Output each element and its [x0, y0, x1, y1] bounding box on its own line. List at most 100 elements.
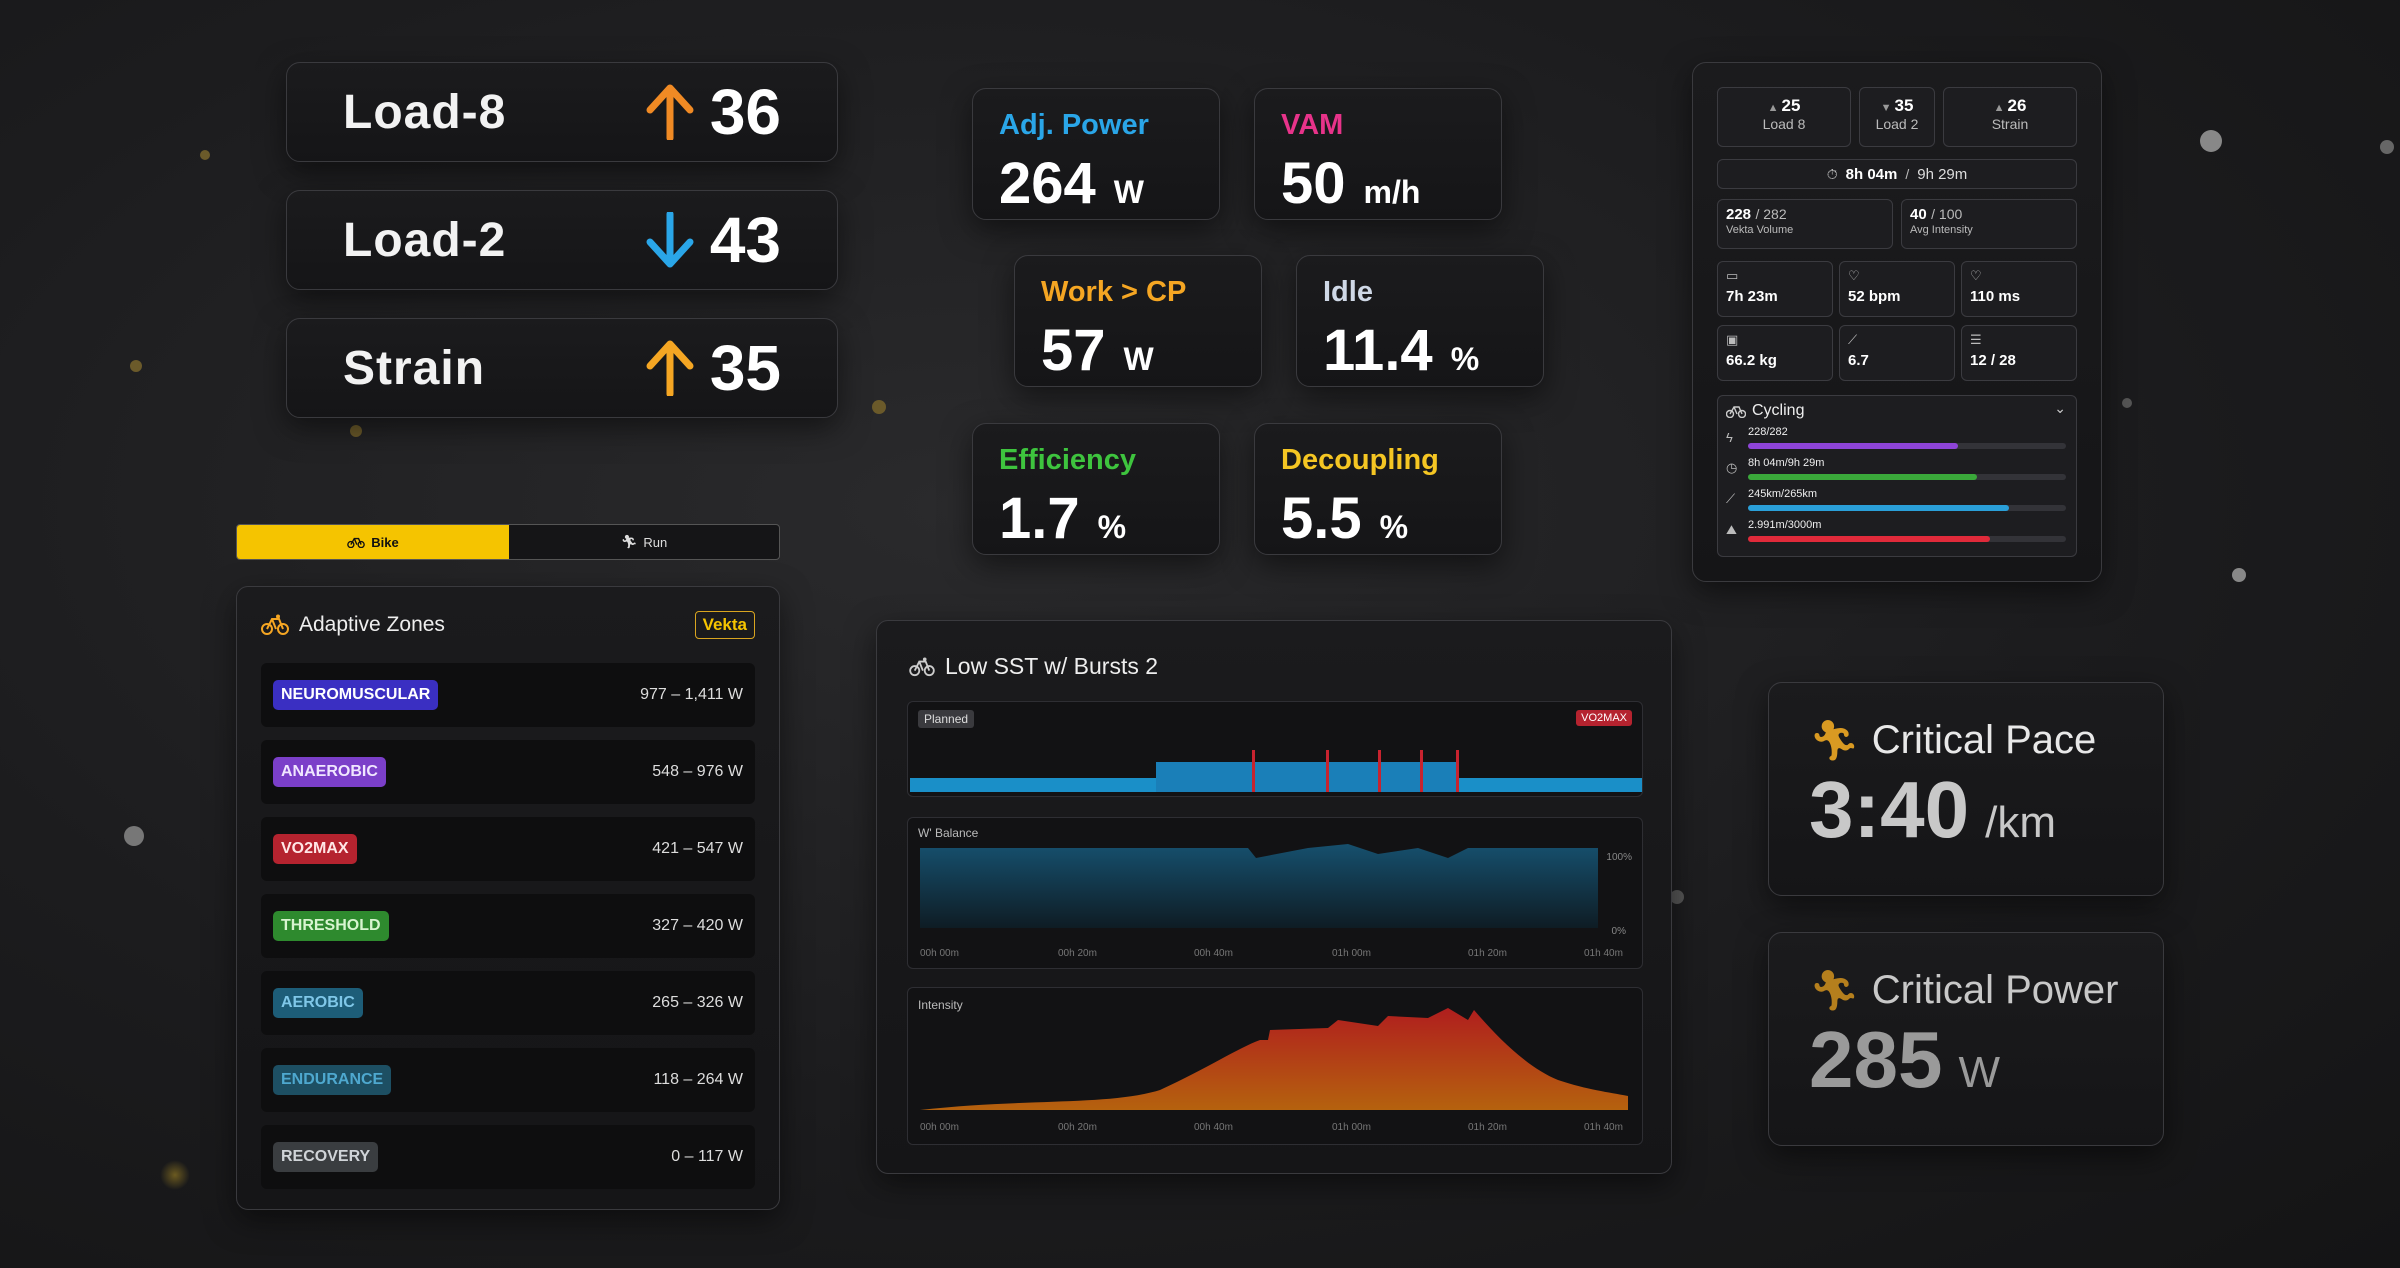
bike-toggle-button[interactable]: Bike: [237, 525, 509, 559]
metric-value: 57: [1041, 318, 1106, 383]
w-balance-label: W' Balance: [918, 826, 979, 840]
metric-unit: m/h: [1363, 174, 1421, 210]
arrow-up-icon: [646, 84, 694, 140]
load-8-label: Load-8: [343, 85, 507, 139]
summary-label: Load 8: [1762, 116, 1806, 132]
metric-unit: %: [1379, 509, 1409, 545]
time-tick: 01h 40m: [1584, 1122, 1623, 1133]
time-tick: 00h 40m: [1194, 948, 1233, 959]
zone-tag: NEUROMUSCULAR: [273, 680, 439, 710]
critical-power-card: 🏃︎ Critical Power 285 W: [1768, 932, 2164, 1146]
zone-range: 0 – 117 W: [671, 1148, 743, 1165]
critical-power-unit: W: [1958, 1048, 2001, 1097]
work-cp-card: Work > CP 57 W: [1014, 255, 1262, 387]
metric-label: Adj. Power: [999, 109, 1149, 141]
stat-value: 52 bpm: [1848, 288, 1901, 305]
summary-load-8: ▲ 25 Load 8: [1717, 87, 1851, 147]
trend-tile: ⟋ 6.7: [1839, 325, 1955, 381]
w-balance-area: [920, 844, 1598, 928]
metric-label: Idle: [1323, 276, 1373, 308]
sleep-tile: ▭ 7h 23m: [1717, 261, 1833, 317]
metric-label: Work > CP: [1041, 276, 1187, 308]
metric-unit: %: [1097, 509, 1127, 545]
progress-fill: [1748, 536, 1990, 542]
planned-intervals: [910, 750, 1642, 792]
arrow-up-icon: [646, 340, 694, 396]
progress-label: 2.991m/3000m: [1748, 519, 1822, 531]
decoupling-card: Decoupling 5.5%: [1254, 423, 1502, 555]
summary-strain: ▲ 26 Strain: [1943, 87, 2077, 147]
progress-label: 228/282: [1748, 426, 1788, 438]
summary-value: 26: [2007, 96, 2027, 115]
scale-icon: ▣: [1726, 332, 1739, 347]
checklist-icon: ☰: [1970, 332, 1982, 347]
metric-unit: W: [1123, 341, 1154, 377]
metric-value: 5.5: [1281, 486, 1362, 551]
zone-tag: AEROBIC: [273, 988, 363, 1018]
time-tick: 00h 00m: [920, 1122, 959, 1133]
bike-toggle-label: Bike: [371, 534, 399, 550]
time-tile: ⏱ 8h 04m / 9h 29m: [1717, 159, 2077, 189]
ruler-icon: ⟋: [1726, 491, 1736, 506]
w-balance-min: 0%: [1611, 926, 1626, 937]
mountain-icon: ⛰: [1726, 522, 1737, 537]
w-balance-chart: W' Balance 100% 0% 00h 00m 00h 20m 00h 4…: [907, 817, 1643, 969]
run-toggle-button[interactable]: 🏃︎ Run: [509, 525, 779, 559]
summary-label: Load 2: [1875, 116, 1919, 132]
sport-header[interactable]: Cycling: [1726, 402, 1804, 420]
workout-title: Low SST w/ Bursts 2: [945, 653, 1159, 679]
summary-label: Strain: [1991, 116, 2029, 132]
stat-value: 12 / 28: [1970, 352, 2016, 369]
stat-value: 7h 23m: [1726, 288, 1778, 305]
hrv-tile: ♡ 110 ms: [1961, 261, 2077, 317]
stopwatch-icon: ◷: [1726, 460, 1738, 475]
weight-tile: ▣ 66.2 kg: [1717, 325, 1833, 381]
adaptive-zones-card: Adaptive Zones Vekta NEUROMUSCULAR 977 – …: [236, 586, 780, 1210]
time-sep: /: [1905, 166, 1910, 182]
load-8-value: 36: [709, 76, 781, 148]
zone-row[interactable]: NEUROMUSCULAR 977 – 1,411 W: [261, 663, 755, 727]
critical-power-value: 285: [1809, 1015, 1943, 1104]
resting-hr-tile: ♡ 52 bpm: [1839, 261, 1955, 317]
critical-power-title: Critical Power: [1871, 968, 2119, 1012]
zone-row[interactable]: ENDURANCE 118 – 264 W: [261, 1048, 755, 1112]
run-toggle-label: Run: [643, 534, 668, 550]
zone-range: 327 – 420 W: [652, 917, 743, 934]
zone-row[interactable]: VO2MAX 421 – 547 W: [261, 817, 755, 881]
metric-label: VAM: [1281, 109, 1344, 141]
summary-load-2: ▼ 35 Load 2: [1859, 87, 1935, 147]
intensity-label: Avg Intensity: [1910, 224, 1973, 236]
zone-range: 977 – 1,411 W: [640, 686, 743, 703]
zone-row[interactable]: RECOVERY 0 – 117 W: [261, 1125, 755, 1189]
strain-card: Strain 35: [286, 318, 838, 418]
trend-icon: ⟋: [1848, 332, 1858, 347]
metric-value: 11.4: [1323, 318, 1433, 383]
load-2-card: Load-2 43: [286, 190, 838, 290]
zone-row[interactable]: THRESHOLD 327 – 420 W: [261, 894, 755, 958]
caret-down-icon: ▼: [1880, 102, 1895, 114]
chevron-down-icon[interactable]: ⌄: [2054, 400, 2066, 416]
planned-badge: Planned: [918, 710, 975, 728]
zone-tag: VO2MAX: [273, 834, 357, 864]
zone-tag: THRESHOLD: [273, 911, 389, 941]
zones-title: Adaptive Zones: [299, 613, 445, 636]
volume-value: 228: [1726, 206, 1752, 223]
stopwatch-icon: ⏱: [1826, 165, 1838, 182]
bike-icon: [347, 537, 366, 548]
volume-tile: 228 / 282 Vekta Volume: [1717, 199, 1893, 249]
progress-label: 8h 04m/9h 29m: [1748, 457, 1825, 469]
hrv-heart-icon: ♡: [1970, 268, 1982, 283]
time-tick: 00h 20m: [1058, 948, 1097, 959]
zone-row[interactable]: AEROBIC 265 – 326 W: [261, 971, 755, 1035]
zone-range: 118 – 264 W: [653, 1071, 743, 1088]
strain-value: 35: [709, 332, 781, 404]
summary-value: 35: [1894, 96, 1914, 115]
metric-value: 1.7: [999, 486, 1080, 551]
time-tick: 00h 20m: [1058, 1122, 1097, 1133]
heart-icon: ♡: [1848, 268, 1860, 283]
time-tick: 01h 20m: [1468, 1122, 1507, 1133]
critical-pace-unit: /km: [1985, 798, 2057, 847]
intensity-chart: Intensity 00h 00m 00h 20m 00h 40m 01h 00…: [907, 987, 1643, 1145]
metric-unit: %: [1450, 341, 1480, 377]
zone-row[interactable]: ANAEROBIC 548 – 976 W: [261, 740, 755, 804]
